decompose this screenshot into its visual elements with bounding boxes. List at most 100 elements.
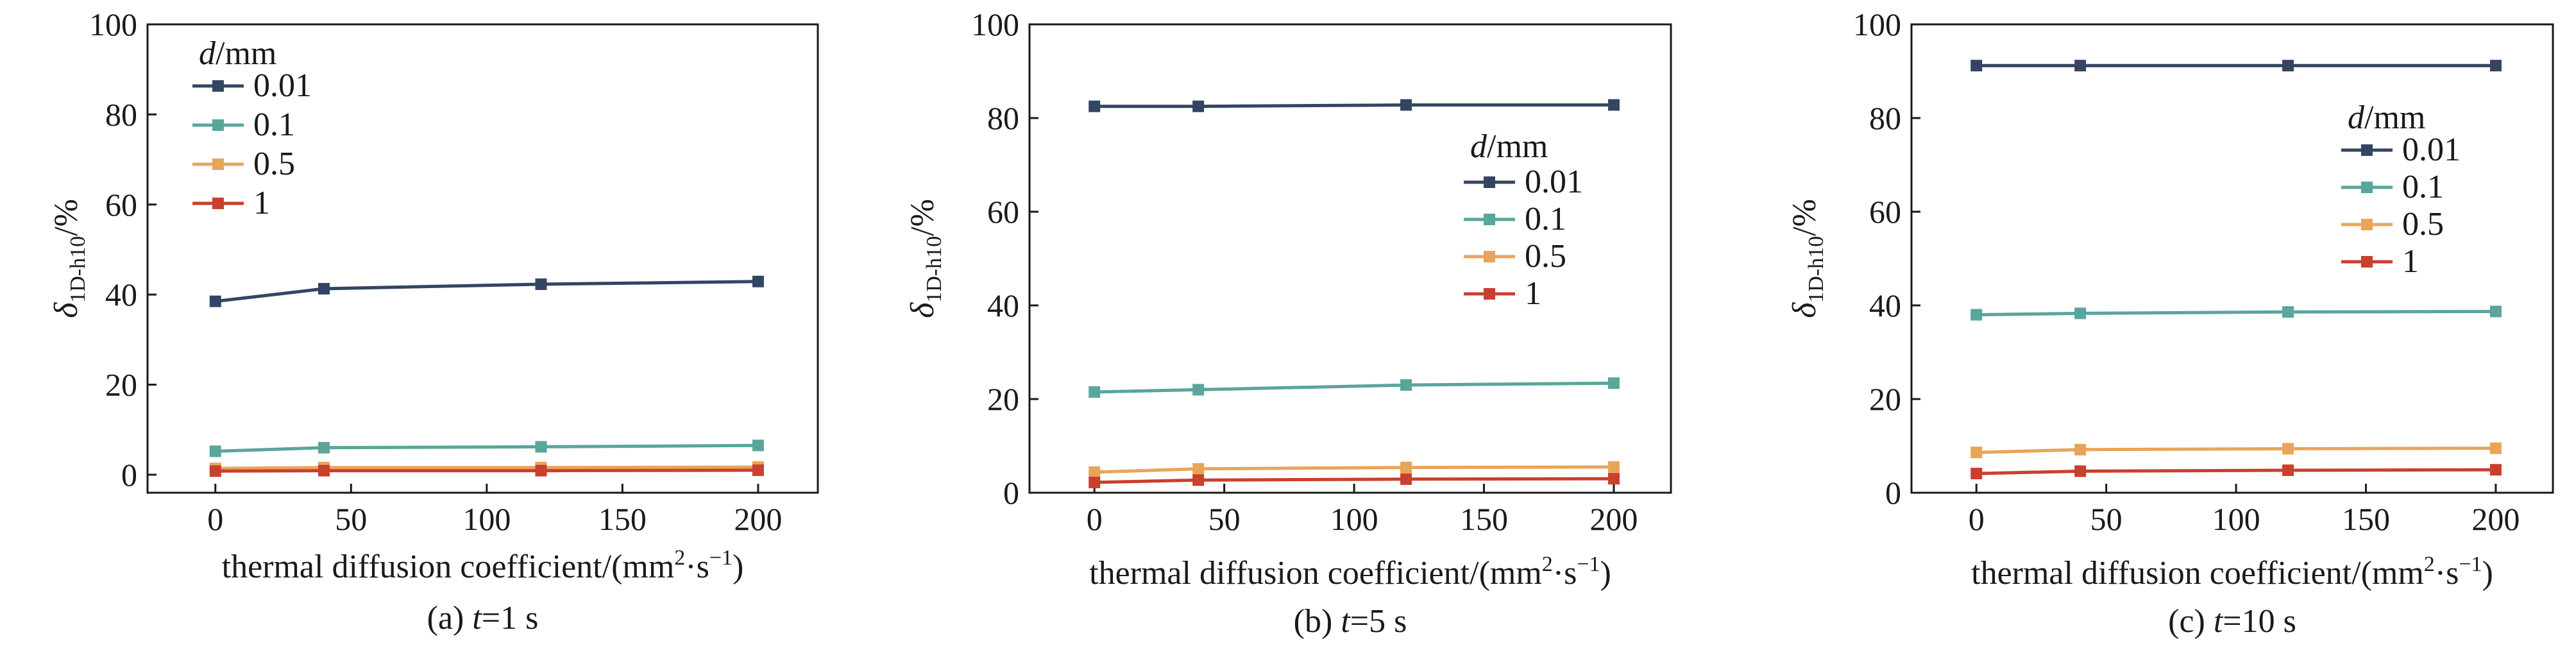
y-tick-label: 20: [987, 381, 1019, 417]
data-point-0.01: [1607, 99, 1620, 111]
legend-label-0.01: 0.01: [253, 67, 312, 104]
legend-marker-0.5: [212, 158, 224, 170]
data-point-0.5: [2489, 442, 2502, 454]
y-tick-label: 60: [105, 187, 137, 223]
data-point-0.01: [2489, 60, 2502, 72]
x-tick-label: 50: [1208, 501, 1241, 537]
plot-frame: [146, 23, 819, 494]
legend-marker-0.01: [1484, 176, 1495, 188]
x-tick-label: 150: [1460, 501, 1508, 537]
y-tick-label: 40: [987, 287, 1019, 323]
legend-label-1: 1: [253, 185, 270, 221]
x-tick-label: 150: [2342, 501, 2390, 537]
y-tick-label: 100: [89, 6, 137, 42]
plot-frame: [1028, 23, 1672, 494]
y-tick-label: 40: [105, 277, 137, 312]
y-axis-title: δ1D-h10/%: [904, 199, 946, 318]
x-tick-label: 100: [462, 501, 511, 537]
plot-frame: [1910, 23, 2554, 494]
series-line-0.1: [215, 443, 758, 453]
chart-panel-1: 0 20 40 60 80 100 0 50 100 150 200 d/mm0.010.10.51 δ…: [48, 6, 819, 636]
y-tick-label: 100: [971, 6, 1019, 42]
y-tick-label: 20: [1869, 381, 1901, 417]
data-point-0.5: [1970, 447, 1983, 459]
legend-marker-0.01: [212, 80, 224, 92]
y-axis-title: δ1D-h10/%: [1786, 199, 1828, 318]
data-point-0.01: [1400, 99, 1412, 111]
data-point-1: [1400, 473, 1412, 485]
data-point-0.1: [535, 441, 547, 453]
x-tick-label: 100: [1330, 501, 1378, 537]
data-point-0.1: [1970, 309, 1983, 321]
series-line-0.5: [215, 465, 758, 470]
data-point-1: [1192, 474, 1205, 486]
y-tick-label: 0: [1003, 475, 1019, 511]
y-tick-label: 0: [1885, 475, 1901, 511]
x-axis-title: thermal diffusion coefficient/(mm2·s−1): [1089, 552, 1611, 592]
x-tick-label: 150: [598, 501, 647, 537]
y-tick-label: 100: [1853, 6, 1901, 42]
data-point-1: [209, 465, 221, 477]
legend-title: d/mm: [1470, 128, 1548, 165]
y-tick-label: 80: [105, 96, 137, 132]
data-point-0.1: [1607, 377, 1620, 389]
panel-caption: (a) t=1 s: [427, 600, 539, 636]
data-point-0.01: [2074, 60, 2087, 72]
legend-label-0.5: 0.5: [1525, 238, 1566, 275]
data-point-1: [752, 464, 764, 476]
data-point-1: [2489, 464, 2502, 476]
x-tick-label: 0: [1087, 501, 1103, 537]
data-point-0.1: [209, 445, 221, 457]
x-tick-label: 0: [207, 501, 223, 537]
x-axis-title: thermal diffusion coefficient/(mm2·s−1): [222, 546, 744, 585]
legend: d/mm0.010.10.51: [192, 35, 312, 221]
data-point-0.01: [1970, 60, 1983, 72]
panel-caption: (c) t=10 s: [2168, 603, 2296, 640]
data-point-1: [2074, 465, 2087, 477]
y-tick-label: 0: [121, 457, 137, 493]
x-tick-label: 50: [335, 501, 367, 537]
data-point-0.1: [1400, 379, 1412, 391]
data-point-1: [1089, 476, 1101, 488]
chart-panel-3: 0 20 40 60 80 100 0 50 100 150 200 d/mm0.010.10.51 δ…: [1786, 6, 2554, 640]
legend-marker-0.1: [212, 119, 224, 131]
x-tick-label: 200: [1589, 501, 1638, 537]
legend-marker-0.1: [2361, 182, 2373, 193]
data-point-0.5: [1400, 461, 1412, 473]
data-point-0.5: [2282, 443, 2294, 455]
series-line-1: [1094, 477, 1614, 484]
y-tick-label: 80: [1869, 100, 1901, 136]
data-point-1: [535, 465, 547, 477]
data-point-0.01: [752, 275, 764, 287]
series-line-0.5: [1094, 465, 1614, 474]
data-point-0.01: [209, 295, 221, 307]
legend-label-0.01: 0.01: [1525, 164, 1583, 200]
series-line-1: [215, 468, 758, 473]
series-line-0.01: [1094, 103, 1614, 108]
chart-panel-2: 0 20 40 60 80 100 0 50 100 150 200 d/mm0.010.10.51 δ…: [904, 6, 1672, 640]
legend-label-0.5: 0.5: [253, 146, 295, 182]
legend-marker-0.01: [2361, 144, 2373, 156]
x-tick-label: 0: [1969, 501, 1985, 537]
x-tick-label: 200: [734, 501, 782, 537]
legend-marker-0.1: [1484, 214, 1495, 225]
data-point-0.1: [2282, 306, 2294, 318]
legend-title: d/mm: [199, 35, 276, 72]
x-axis-title: thermal diffusion coefficient/(mm2·s−1): [1971, 552, 2493, 592]
x-tick-label: 50: [2090, 501, 2123, 537]
y-tick-label: 40: [1869, 287, 1901, 323]
data-point-0.01: [535, 278, 547, 291]
series-line-0.1: [1976, 310, 2496, 317]
data-point-0.01: [1089, 100, 1101, 112]
legend: d/mm0.010.10.51: [2341, 99, 2461, 280]
data-point-0.01: [1192, 100, 1205, 112]
data-point-0.5: [1607, 461, 1620, 473]
data-point-0.1: [752, 439, 764, 452]
legend-label-1: 1: [1525, 275, 1541, 312]
y-tick-label: 60: [987, 194, 1019, 230]
legend-marker-1: [212, 198, 224, 209]
data-point-1: [1607, 473, 1620, 485]
x-tick-label: 100: [2212, 501, 2260, 537]
data-point-0.1: [1192, 384, 1205, 396]
